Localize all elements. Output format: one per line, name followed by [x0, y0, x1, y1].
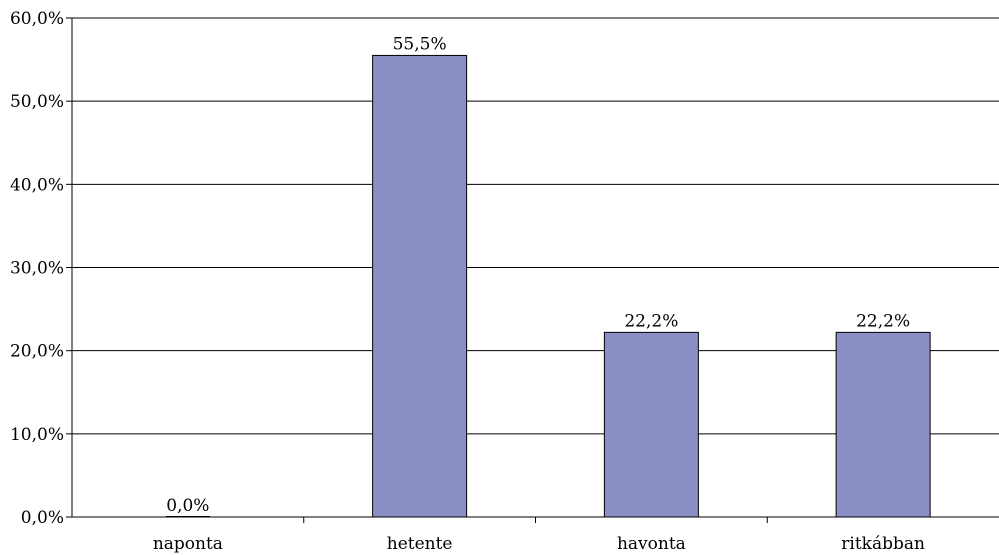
y-tick-label: 30,0% [10, 259, 64, 279]
bar [603, 331, 699, 518]
y-tick-label: 40,0% [10, 175, 64, 195]
x-category-labels: naponta hetente havonta ritkábban [153, 534, 925, 554]
y-tick-label: 0,0% [21, 508, 64, 528]
x-category-label: havonta [617, 534, 686, 554]
y-tick-label: 10,0% [10, 425, 64, 445]
data-label: 55,5% [393, 34, 447, 54]
bar [372, 54, 468, 518]
bar [835, 331, 931, 518]
x-category-label: ritkábban [841, 534, 925, 554]
y-tick-label: 20,0% [10, 342, 64, 362]
bars [165, 54, 931, 518]
y-tick-label: 50,0% [10, 92, 64, 112]
data-label: 0,0% [166, 496, 209, 516]
y-tick-labels: 0,0% 10,0% 20,0% 30,0% 40,0% 50,0% 60,0% [10, 9, 64, 528]
axes [66, 17, 999, 523]
x-category-label: hetente [387, 534, 453, 554]
x-category-label: naponta [153, 534, 223, 554]
data-labels: 0,0% 55,5% 22,2% 22,2% [166, 34, 910, 516]
data-label: 22,2% [624, 311, 678, 331]
data-label: 22,2% [856, 311, 910, 331]
y-tick-label: 60,0% [10, 9, 64, 29]
